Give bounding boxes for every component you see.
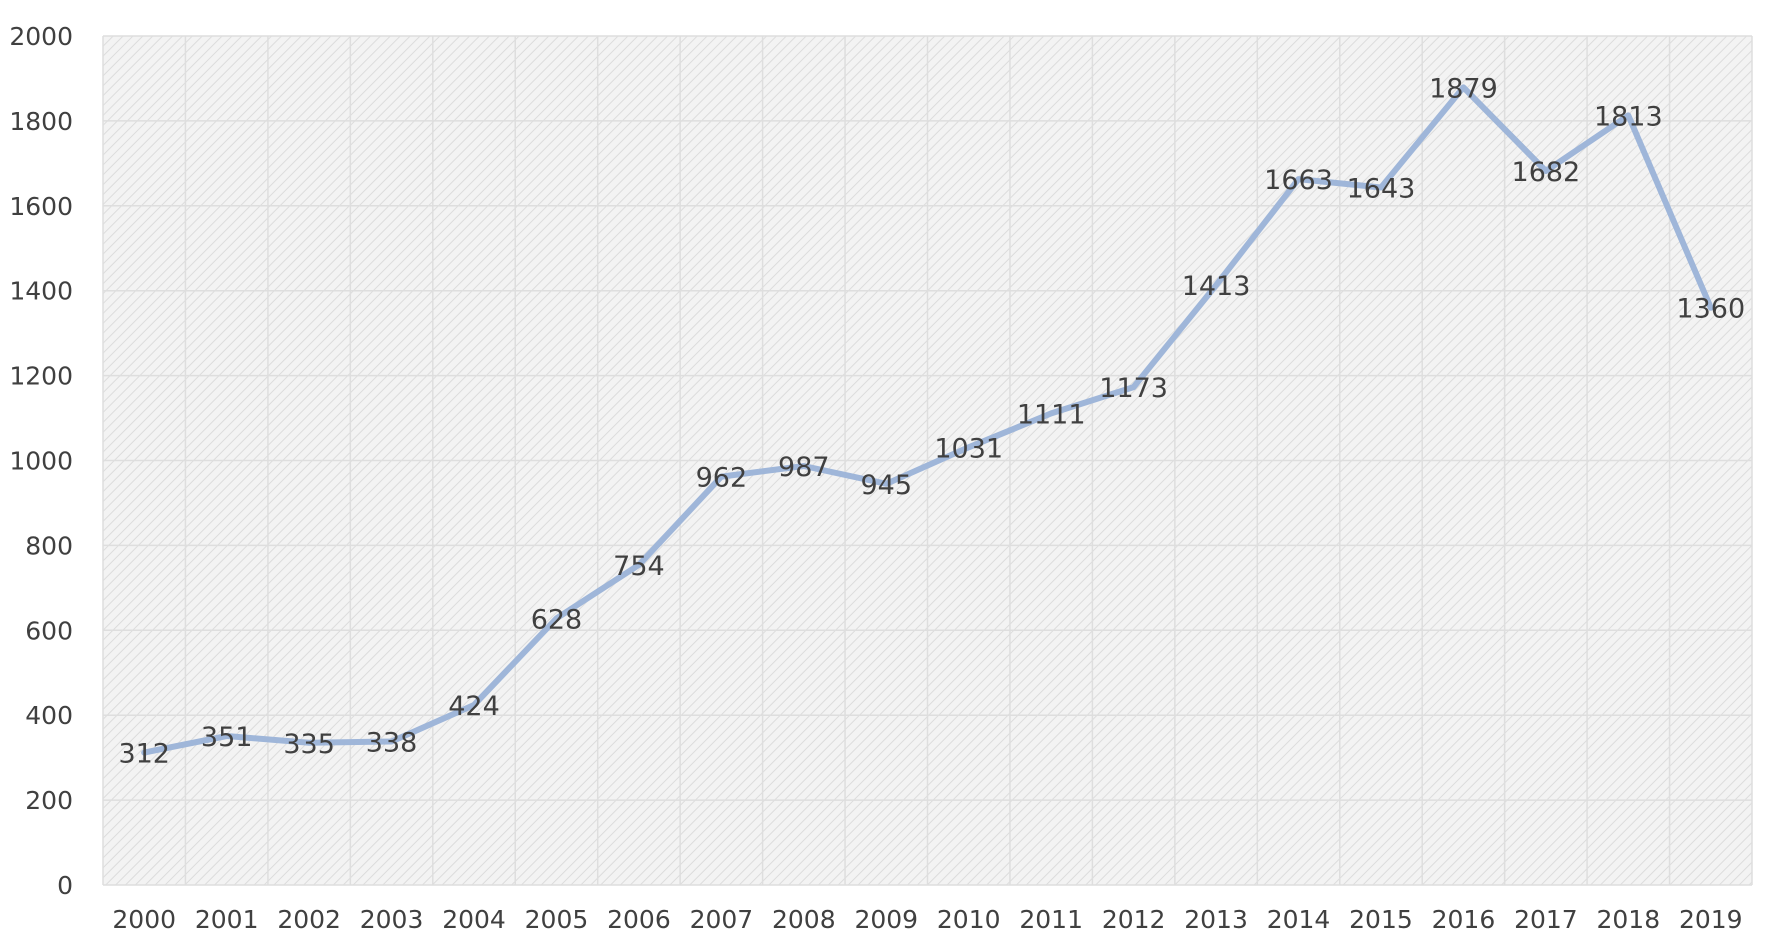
data-label: 1663 bbox=[1264, 165, 1333, 196]
data-label: 1360 bbox=[1676, 294, 1745, 325]
data-label: 1682 bbox=[1512, 157, 1581, 188]
data-label: 335 bbox=[283, 729, 335, 760]
x-tick-label: 2013 bbox=[1184, 905, 1248, 934]
data-label: 424 bbox=[448, 691, 500, 722]
data-label: 628 bbox=[531, 604, 583, 635]
y-tick-label: 2000 bbox=[9, 22, 73, 51]
data-label: 1173 bbox=[1099, 373, 1168, 404]
data-label: 338 bbox=[366, 728, 418, 759]
series-layer bbox=[141, 84, 1714, 756]
y-tick-label: 1000 bbox=[9, 447, 73, 476]
x-tick-label: 2018 bbox=[1597, 905, 1661, 934]
data-labels: 312 351 335 338 424 628 754 962 987 945 1031 1111 11… bbox=[118, 73, 1745, 769]
x-tick-label: 2016 bbox=[1432, 905, 1496, 934]
y-tick-label: 0 bbox=[57, 871, 73, 900]
gridlines bbox=[102, 35, 1753, 886]
axes: 0 200 400 600 800 1000 1200 1400 1600 1800 2000 200… bbox=[9, 22, 1742, 934]
data-label: 1413 bbox=[1182, 271, 1251, 302]
x-tick-label: 2007 bbox=[690, 905, 754, 934]
x-tick-label: 2012 bbox=[1102, 905, 1166, 934]
x-tick-label: 2006 bbox=[607, 905, 671, 934]
x-tick-label: 2008 bbox=[772, 905, 836, 934]
x-tick-label: 2000 bbox=[112, 905, 176, 934]
x-tick-label: 2004 bbox=[442, 905, 506, 934]
x-tick-label: 2015 bbox=[1349, 905, 1413, 934]
y-tick-label: 600 bbox=[25, 616, 73, 645]
data-label: 754 bbox=[613, 551, 665, 582]
data-label: 962 bbox=[696, 463, 748, 494]
x-tick-label: 2001 bbox=[195, 905, 259, 934]
x-tick-label: 2005 bbox=[525, 905, 589, 934]
data-label: 351 bbox=[201, 722, 253, 753]
x-tick-label: 2003 bbox=[360, 905, 424, 934]
data-label: 312 bbox=[118, 739, 170, 770]
data-label: 1643 bbox=[1347, 174, 1416, 205]
x-tick-label: 2011 bbox=[1019, 905, 1083, 934]
x-tick-label: 2002 bbox=[277, 905, 341, 934]
y-tick-label: 400 bbox=[25, 701, 73, 730]
data-label: 945 bbox=[861, 470, 913, 501]
x-tick-label: 2017 bbox=[1514, 905, 1578, 934]
y-tick-label: 1200 bbox=[9, 362, 73, 391]
data-label: 1031 bbox=[934, 433, 1003, 464]
series-line bbox=[141, 84, 1714, 756]
x-tick-label: 2014 bbox=[1267, 905, 1331, 934]
data-label: 1111 bbox=[1017, 399, 1086, 430]
data-label: 1813 bbox=[1594, 101, 1663, 132]
y-tick-label: 800 bbox=[25, 531, 73, 560]
x-tick-label: 2009 bbox=[854, 905, 918, 934]
y-tick-label: 1800 bbox=[9, 107, 73, 136]
data-label: 987 bbox=[778, 452, 830, 483]
data-label: 1879 bbox=[1429, 73, 1498, 104]
x-tick-label: 2010 bbox=[937, 905, 1001, 934]
y-tick-label: 200 bbox=[25, 786, 73, 815]
y-tick-label: 1600 bbox=[9, 192, 73, 221]
y-tick-label: 1400 bbox=[9, 277, 73, 306]
x-tick-label: 2019 bbox=[1679, 905, 1743, 934]
